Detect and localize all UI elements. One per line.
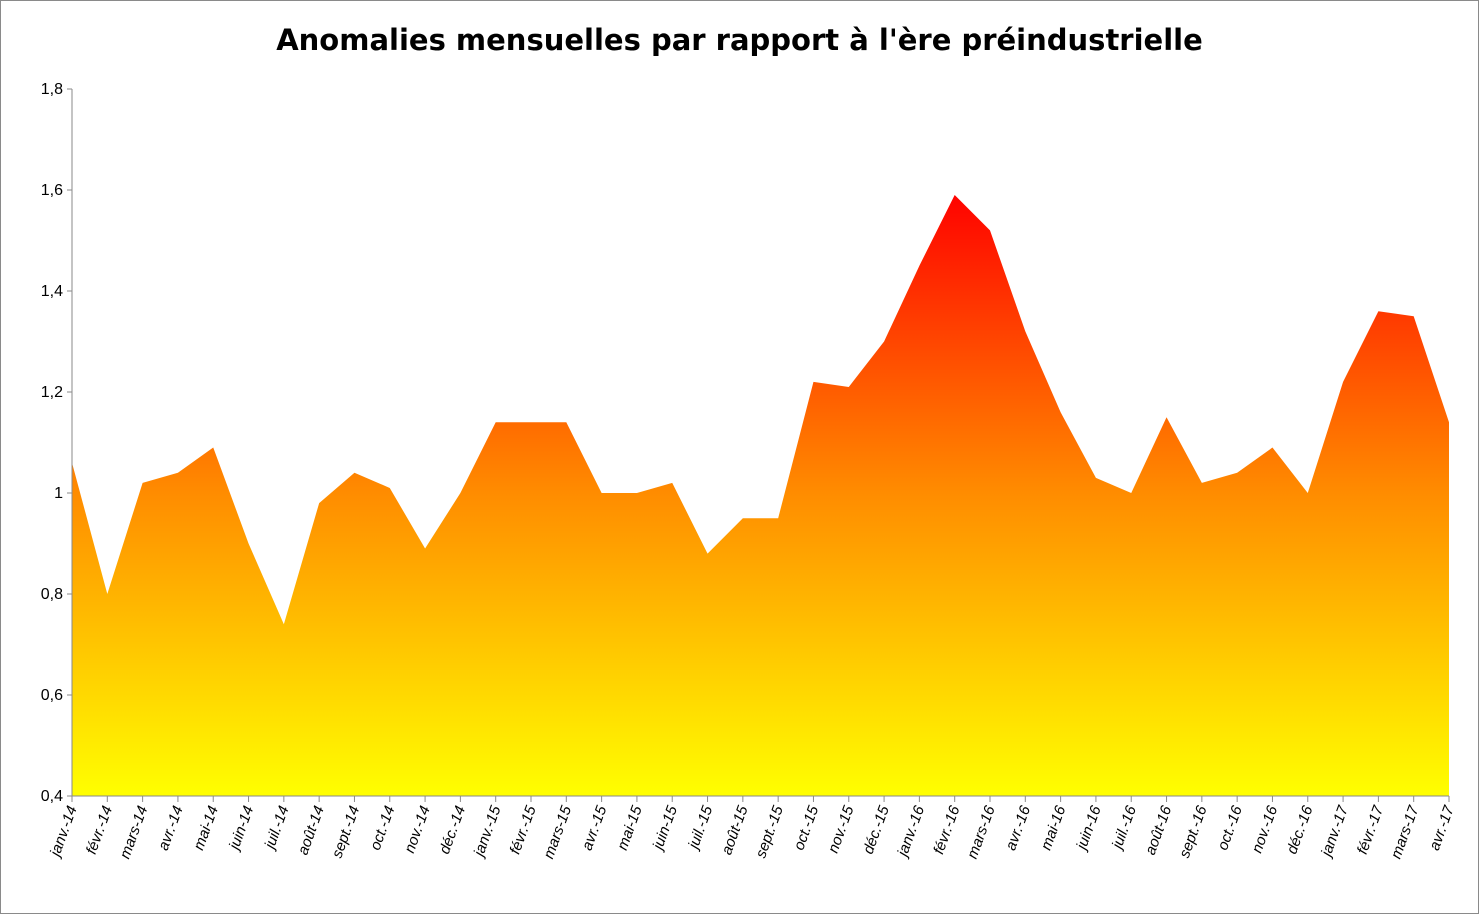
x-tick-label: janv.-14 bbox=[46, 804, 81, 861]
x-tick-label: mars-17 bbox=[1388, 803, 1423, 861]
x-tick-label: janv.-17 bbox=[1317, 803, 1352, 860]
x-tick-label: janv.-15 bbox=[470, 803, 505, 860]
x-tick-label: avr.-16 bbox=[1002, 803, 1034, 853]
x-tick-label: août-15 bbox=[718, 803, 752, 857]
x-tick-label: juin-14 bbox=[225, 804, 257, 854]
x-tick-label: sept.-15 bbox=[752, 803, 787, 860]
y-tick-label: 0,4 bbox=[41, 788, 63, 805]
area-series-0 bbox=[72, 195, 1449, 797]
x-tick-label: oct.-16 bbox=[1214, 803, 1246, 853]
x-tick-label: janv.-16 bbox=[894, 803, 929, 860]
x-tick-label: févr.-16 bbox=[930, 803, 963, 857]
x-tick-label: déc.-14 bbox=[436, 804, 469, 857]
y-tick-label: 1 bbox=[54, 485, 63, 502]
y-tick-label: 0,6 bbox=[41, 687, 63, 704]
x-tick-label: juil.-15 bbox=[685, 803, 717, 853]
x-tick-label: juin-15 bbox=[649, 803, 681, 854]
x-tick-label: févr.-14 bbox=[83, 804, 116, 857]
x-tick-label: juil.-16 bbox=[1108, 803, 1140, 853]
x-tick-label: nov.-16 bbox=[1249, 803, 1282, 855]
x-tick-label: sept.-14 bbox=[329, 804, 364, 861]
y-tick-label: 1,4 bbox=[41, 283, 63, 300]
x-tick-label: févr.-17 bbox=[1354, 803, 1387, 857]
x-tick-label: oct.-15 bbox=[791, 803, 823, 853]
x-tick-label: déc.-16 bbox=[1283, 803, 1316, 856]
x-tick-label: nov.-15 bbox=[825, 803, 858, 855]
y-tick-label: 1,8 bbox=[41, 81, 63, 98]
x-tick-label: août-16 bbox=[1142, 803, 1176, 857]
x-tick-label: mai-16 bbox=[1038, 803, 1070, 853]
y-tick-label: 0,8 bbox=[41, 586, 63, 603]
x-tick-label: avr.-17 bbox=[1426, 803, 1458, 853]
x-tick-label: nov.-14 bbox=[401, 804, 434, 856]
x-tick-label: déc.-15 bbox=[860, 803, 893, 856]
x-tick-label: juil.-14 bbox=[261, 804, 293, 853]
x-tick-label: mai-15 bbox=[614, 803, 646, 853]
x-tick-label: août-14 bbox=[295, 804, 328, 858]
x-tick-label: mai-14 bbox=[190, 804, 222, 853]
y-tick-label: 1,6 bbox=[41, 182, 63, 199]
x-tick-label: févr.-15 bbox=[507, 803, 540, 857]
x-tick-label: avr.-15 bbox=[579, 803, 611, 853]
x-tick-label: oct.-14 bbox=[367, 804, 399, 853]
x-tick-label: mars-16 bbox=[964, 803, 999, 861]
y-tick-label: 1,2 bbox=[41, 384, 63, 401]
x-tick-label: avr.-14 bbox=[155, 804, 187, 853]
x-tick-label: mars-15 bbox=[540, 803, 575, 861]
x-tick-label: mars-14 bbox=[117, 804, 152, 862]
chart-title: Anomalies mensuelles par rapport à l'ère… bbox=[276, 23, 1203, 57]
x-tick-label: juin-16 bbox=[1073, 803, 1105, 854]
x-tick-label: sept.-16 bbox=[1176, 803, 1211, 860]
